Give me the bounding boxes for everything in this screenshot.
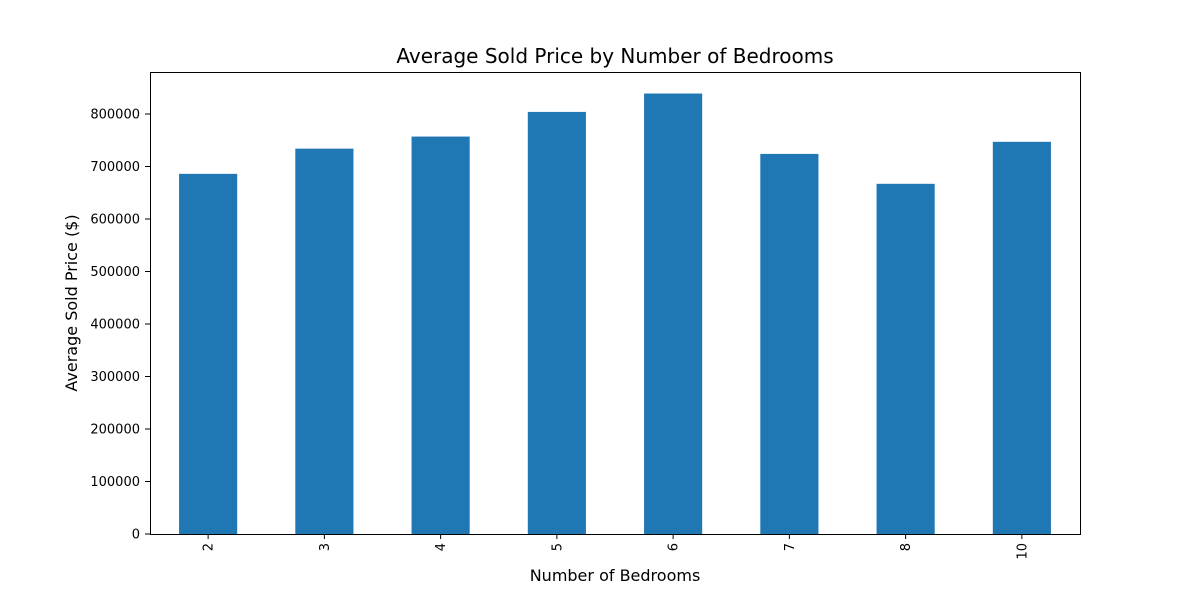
y-tick-label: 500000 xyxy=(90,265,140,280)
y-axis-ticks: 0 100000 200000 300000 400000 500000 600000 700… xyxy=(90,108,150,543)
bar-5 xyxy=(527,111,586,535)
bar-8 xyxy=(876,183,935,534)
x-tick-label: 8 xyxy=(899,543,914,551)
x-tick-label: 10 xyxy=(1015,543,1030,560)
y-tick-label: 100000 xyxy=(90,475,140,490)
x-tick-label: 6 xyxy=(667,543,682,551)
bar-10 xyxy=(992,141,1051,534)
plot-area-frame xyxy=(150,72,1081,535)
x-tick-label: 2 xyxy=(202,543,217,551)
y-tick-label: 700000 xyxy=(90,160,140,175)
x-tick-label: 5 xyxy=(550,543,565,551)
y-tick-label: 200000 xyxy=(90,423,140,438)
bar-7 xyxy=(760,153,819,534)
bar-4 xyxy=(411,136,470,534)
bar-3 xyxy=(295,148,354,534)
bar-6 xyxy=(644,93,703,534)
bar-2 xyxy=(179,173,238,534)
x-tick-label: 7 xyxy=(783,543,798,551)
x-tick-label: 3 xyxy=(318,543,333,551)
bars-group xyxy=(179,93,1051,535)
y-tick-label: 600000 xyxy=(90,213,140,228)
x-tick-label: 4 xyxy=(434,543,449,551)
chart-title: Average Sold Price by Number of Bedrooms xyxy=(396,44,833,68)
y-tick-label: 800000 xyxy=(90,108,140,123)
x-axis-ticks: 2 3 4 5 6 7 8 10 xyxy=(202,534,1030,560)
y-tick-label: 300000 xyxy=(90,370,140,385)
y-tick-label: 0 xyxy=(132,528,140,543)
y-axis-title: Average Sold Price ($) xyxy=(62,214,81,391)
y-tick-label: 400000 xyxy=(90,318,140,333)
x-axis-title: Number of Bedrooms xyxy=(530,566,701,585)
